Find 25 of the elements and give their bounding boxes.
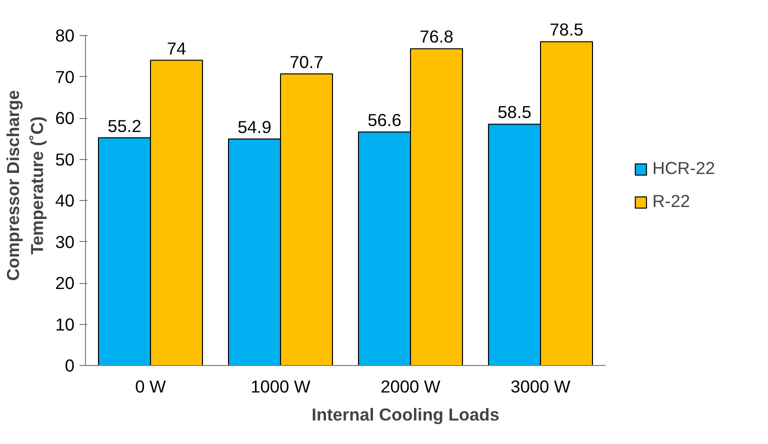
data-label: 76.8 [420, 26, 454, 47]
y-tick-label: 40 [55, 190, 75, 210]
x-axis-title: Internal Cooling Loads [312, 404, 500, 424]
y-tick-label: 10 [55, 314, 75, 334]
data-label: 56.6 [368, 110, 402, 130]
x-tick-label: 1000 W [250, 376, 312, 396]
legend-label: R-22 [652, 191, 690, 212]
x-tick-label: 2000 W [380, 376, 442, 396]
data-label: 70.7 [290, 52, 324, 72]
y-tick-label: 50 [55, 149, 75, 170]
data-label: 78.5 [550, 20, 584, 40]
y-tick-label: 60 [55, 108, 75, 128]
data-label: 58.5 [498, 102, 532, 122]
data-label: 55.2 [108, 116, 142, 136]
y-tick-label: 30 [55, 232, 75, 252]
x-tick-label: 3000 W [510, 376, 572, 396]
x-tick-label: 0 W [135, 376, 167, 396]
y-tick-label: 70 [55, 66, 75, 87]
data-label: 74 [166, 38, 186, 58]
y-tick-label: 20 [55, 273, 75, 293]
data-label: 54.9 [238, 117, 272, 138]
y-axis-title: Compressor Discharge Temperature (˚C) [3, 90, 48, 281]
y-tick-label: 0 [64, 356, 75, 376]
y-tick-label: 80 [55, 26, 75, 46]
legend-label: HCR-22 [652, 158, 715, 179]
